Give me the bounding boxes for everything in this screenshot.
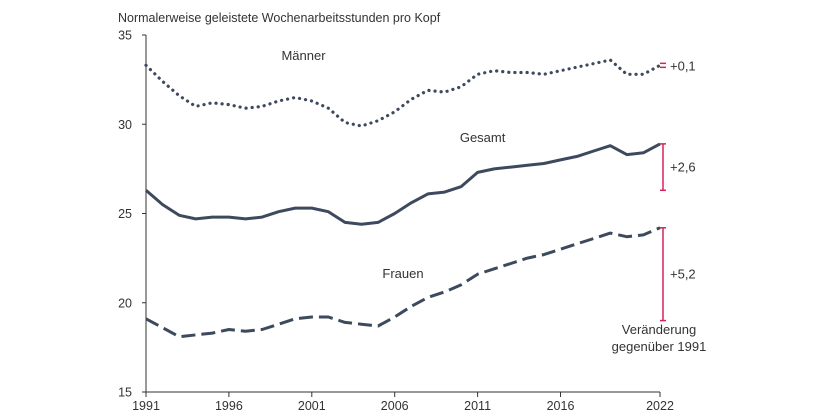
series-label-frauen: Frauen (382, 266, 423, 281)
y-tick-label: 20 (118, 296, 132, 310)
y-axis-ticks: 15 20 25 30 35 (118, 29, 146, 400)
x-tick-label: 2016 (547, 399, 575, 410)
y-tick-label: 25 (118, 207, 132, 221)
change-label-frauen: +5,2 (670, 267, 696, 282)
change-annotations: +0,1 +2,6 +5,2 (660, 59, 696, 322)
chart-title: Normalerweise geleistete Wochenarbeitsst… (118, 11, 441, 25)
y-tick-label: 15 (118, 386, 132, 400)
change-label-männer: +0,1 (670, 59, 696, 74)
series-lines (144, 58, 662, 339)
x-axis-ticks: 1991 1996 2001 2006 2011 2016 2022 (132, 392, 674, 410)
series-label-männer: Männer (281, 48, 326, 63)
change-note-line-2: gegenüber 1991 (612, 339, 707, 354)
x-tick-label: 2011 (464, 399, 491, 410)
x-tick-label: 1996 (215, 399, 243, 410)
x-tick-label: 2001 (298, 399, 326, 410)
y-tick-label: 35 (118, 29, 132, 43)
change-note-line-1: Veränderung (622, 322, 696, 337)
x-tick-label: 1991 (132, 399, 160, 410)
y-tick-label: 30 (118, 118, 132, 132)
x-tick-label: 2006 (381, 399, 409, 410)
series-line-frauen (145, 226, 661, 339)
series-label-gesamt: Gesamt (460, 130, 506, 145)
x-tick-label: 2022 (646, 399, 674, 410)
change-label-gesamt: +2,6 (670, 160, 696, 175)
series-line-männer (144, 58, 662, 128)
series-labels: Männer Gesamt Frauen (281, 48, 505, 281)
series-line-gesamt (145, 142, 661, 226)
